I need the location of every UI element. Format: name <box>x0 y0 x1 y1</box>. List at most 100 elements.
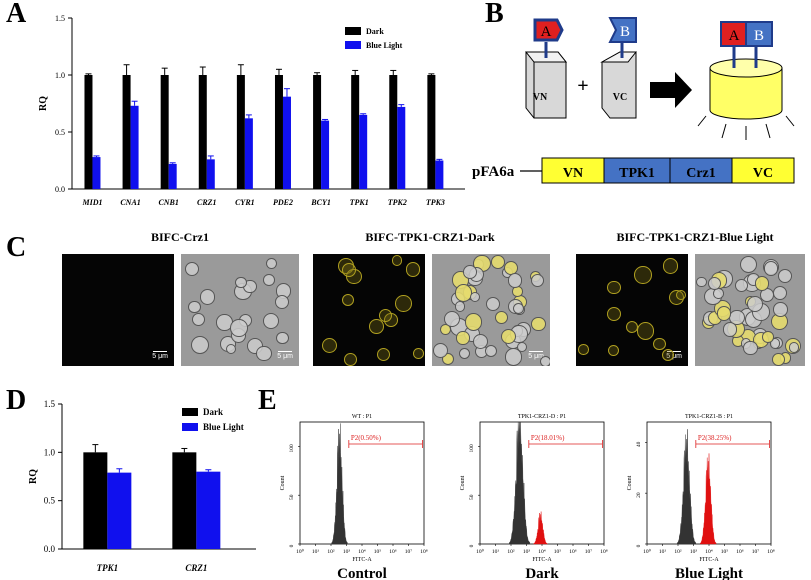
y-tick-label: 0.0 <box>55 185 65 194</box>
vn-fragment: VN <box>524 42 568 119</box>
micrograph-crz1-brightfield: 5 μm <box>181 254 299 366</box>
yeast-cell <box>530 274 545 288</box>
y-tick-label: 0.5 <box>55 128 65 137</box>
vc-fragment: VC <box>600 42 638 119</box>
yeast-cell <box>769 338 781 349</box>
x-tick-label: 10⁸ <box>767 549 775 555</box>
yeast-cell <box>484 344 497 357</box>
y-tick-label: 1.5 <box>55 14 65 23</box>
red-histogram <box>533 511 548 545</box>
micrograph-crz1-fluor: 5 μm <box>62 254 174 366</box>
yeast-cell <box>788 342 799 353</box>
category-label: CNB1 <box>158 198 178 207</box>
x-tick-label: 10⁸ <box>600 549 608 555</box>
x-tick-label: 10⁴ <box>705 549 713 555</box>
scale-bar: 5 μm <box>528 351 544 360</box>
yeast-cell <box>441 353 454 365</box>
bar <box>122 75 131 189</box>
yeast-cell <box>762 331 775 343</box>
x-tick-label: 10⁴ <box>538 549 546 555</box>
micrograph-blue-fluor: 5 μm <box>576 254 688 366</box>
bar <box>236 75 245 189</box>
x-tick-label: 10⁰ <box>476 548 485 555</box>
legend-entry: Blue Light <box>366 41 403 50</box>
plasmid-name: pFA6a <box>472 164 515 180</box>
yeast-cell <box>230 319 249 338</box>
x-tick-label: 10¹ <box>312 549 320 555</box>
plasmid-seg-tpk1: TPK1 <box>619 166 655 181</box>
x-tick-label: 10² <box>507 549 515 555</box>
plasmid-seg-vn: VN <box>563 166 583 181</box>
complex-b-label: B <box>754 28 764 44</box>
bar <box>359 114 368 189</box>
y-tick-label: 50 <box>469 494 475 500</box>
yeast-cell <box>463 264 478 279</box>
legend-entry: Dark <box>366 27 384 36</box>
x-tick-label: 10³ <box>690 549 698 555</box>
fluorescent-cell <box>321 338 337 354</box>
y-tick-label: 20 <box>636 492 642 498</box>
bar <box>84 75 93 189</box>
bar <box>321 120 330 189</box>
panel-c-title-1: BIFC-Crz1 <box>151 230 209 244</box>
panel-c-title-3: BIFC-TPK1-CRZ1-Blue Light <box>616 230 774 244</box>
b-protein-icon: B <box>608 17 637 43</box>
plasmid-seg-vc: VC <box>753 166 773 181</box>
bar <box>389 75 398 189</box>
y-tick-label: 50 <box>289 494 295 500</box>
yeast-cell <box>191 312 206 327</box>
y-tick-label: 0 <box>636 544 642 547</box>
fluorescent-cell <box>607 344 619 356</box>
gray-histogram <box>331 423 348 545</box>
category-label: MID1 <box>81 198 102 207</box>
x-tick-label: 10⁸ <box>420 549 428 555</box>
y-axis-label: RQ <box>28 469 39 484</box>
y-tick-label: 1.0 <box>44 447 56 457</box>
fluorescent-cell <box>577 344 589 355</box>
yeast-cell <box>225 343 237 355</box>
gray-histogram <box>676 429 697 545</box>
gate-label: P2(18.01%) <box>531 434 565 442</box>
complex-a-label: A <box>729 28 740 44</box>
x-tick-label: 10⁴ <box>358 549 366 555</box>
yeast-cell <box>262 313 279 330</box>
x-axis-label: FITC-A <box>352 557 372 563</box>
yeast-cell <box>754 276 769 291</box>
flow-panel: WT : P1 10⁰ 10¹ 10² 10³ 10⁴ 10⁵ 10⁶ 10⁷ 10⁸ 0 50 100… <box>280 414 428 580</box>
category-label: TPK2 <box>388 198 407 207</box>
panel-letter-d: D <box>6 385 27 416</box>
yeast-cell <box>505 348 523 366</box>
x-tick-label: 10¹ <box>659 549 667 555</box>
gate-label: P2(38.25%) <box>698 434 732 442</box>
y-tick-label: 40 <box>636 441 642 447</box>
yeast-cell <box>184 261 200 277</box>
y-tick-label: 0 <box>289 544 295 547</box>
x-tick-label: 10⁰ <box>296 548 305 555</box>
yeast-cell <box>734 278 748 292</box>
yeast-cell <box>508 273 523 288</box>
chart-a: 0.0 0.5 1.0 1.5 RQ MID1 CNA1 CNB1 CRZ1 CYR1 PDE2 BC… <box>38 14 465 207</box>
fluorescent-cell <box>343 353 357 366</box>
a-protein-icon: A <box>533 18 564 42</box>
yeast-cell <box>456 331 470 345</box>
flow-caption: Control <box>337 566 387 580</box>
yeast-cell <box>722 322 738 337</box>
yeast-cell <box>263 273 275 286</box>
vc-label: VC <box>613 92 627 103</box>
yeast-cell <box>190 336 209 355</box>
category-label: BCY1 <box>310 198 331 207</box>
x-tick-label: 10⁰ <box>643 548 652 555</box>
y-axis-label: Count <box>280 475 286 490</box>
yeast-cell <box>454 301 466 312</box>
fluorescent-cell <box>675 289 686 300</box>
flow-caption: Dark <box>525 566 559 580</box>
category-label: TPK1 <box>350 198 369 207</box>
yeast-cell <box>772 285 787 300</box>
scale-bar: 5 μm <box>666 351 682 360</box>
yeast-cell <box>469 291 480 302</box>
fluorescent-cell <box>395 294 413 312</box>
y-tick-label: 0 <box>469 544 475 547</box>
bar <box>168 163 177 189</box>
yeast-cell <box>458 347 471 360</box>
yeast-cell <box>539 355 550 366</box>
